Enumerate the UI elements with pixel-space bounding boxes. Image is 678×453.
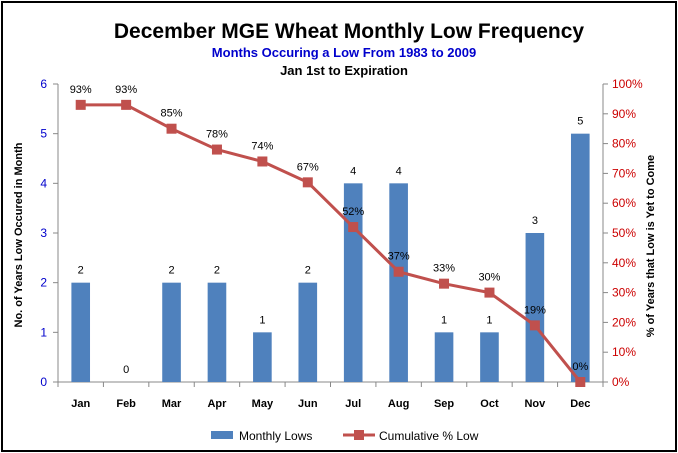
bar xyxy=(525,233,545,382)
line-data-label: 0% xyxy=(572,361,588,373)
bar-data-label: 2 xyxy=(305,265,311,277)
y2-tick-label: 70% xyxy=(612,166,636,180)
x-tick-label: Jan xyxy=(71,398,90,410)
line-marker xyxy=(257,156,268,167)
bar-data-label: 4 xyxy=(396,165,402,177)
y2-axis-title: % of Years that Low is Yet to Come xyxy=(645,155,657,337)
bar xyxy=(71,282,91,382)
bar xyxy=(207,282,227,382)
bar-data-label: 3 xyxy=(532,215,538,227)
bar xyxy=(253,332,272,382)
legend-swatch-marker xyxy=(354,430,364,440)
y2-tick-label: 0% xyxy=(612,375,630,389)
line-marker xyxy=(348,222,359,233)
x-tick-label: Nov xyxy=(524,398,546,410)
y2-tick-label: 30% xyxy=(612,286,636,300)
line-data-label: 30% xyxy=(478,272,500,284)
line-marker xyxy=(211,144,222,155)
line-data-label: 19% xyxy=(524,304,546,316)
x-tick-label: Oct xyxy=(480,398,499,410)
y2-tick-label: 10% xyxy=(612,345,636,359)
line-marker xyxy=(166,123,177,134)
line-data-label: 93% xyxy=(115,84,137,96)
y-tick-label: 4 xyxy=(40,176,47,190)
line-data-label: 78% xyxy=(206,129,228,141)
legend: Monthly Lows Cumulative % Low xyxy=(211,429,479,443)
bar-data-label: 5 xyxy=(577,116,583,128)
line-marker xyxy=(75,99,86,110)
chart-subtitle: Months Occuring a Low From 1983 to 2009 xyxy=(212,45,476,60)
bar xyxy=(570,133,590,382)
line-data-label: 93% xyxy=(70,84,92,96)
x-tick-label: Mar xyxy=(162,398,182,410)
y2-tick-label: 20% xyxy=(612,315,636,329)
bar xyxy=(162,282,181,382)
x-tick-label: Jun xyxy=(298,398,318,410)
x-tick-label: Feb xyxy=(116,398,136,410)
bar-data-label: 1 xyxy=(441,314,447,326)
y-axis-title: No. of Years Low Occured in Month xyxy=(13,142,25,327)
line-data-label: 33% xyxy=(433,263,455,275)
bar-data-label: 1 xyxy=(486,314,492,326)
line-marker xyxy=(484,287,495,298)
line-marker xyxy=(529,320,540,331)
chart-title: December MGE Wheat Monthly Low Frequency xyxy=(114,20,585,43)
bar-data-label: 1 xyxy=(259,314,265,326)
line-marker xyxy=(121,99,132,110)
line-data-label: 85% xyxy=(161,108,183,120)
line-data-label: 74% xyxy=(251,140,273,152)
y-tick-label: 6 xyxy=(40,77,47,91)
chart-subtitle-secondary: Jan 1st to Expiration xyxy=(280,63,408,78)
line-data-label: 37% xyxy=(388,251,410,263)
y-tick-label: 0 xyxy=(40,375,47,389)
y2-tick-label: 90% xyxy=(612,107,636,121)
chart: December MGE Wheat Monthly Low Frequency… xyxy=(13,20,657,443)
line-data-label: 67% xyxy=(297,161,319,173)
bar-data-label: 2 xyxy=(168,265,174,277)
x-tick-label: Sep xyxy=(434,398,454,410)
line-marker xyxy=(439,278,450,289)
line-marker xyxy=(302,177,313,188)
y-tick-label: 3 xyxy=(40,226,47,240)
legend-label-monthly-lows: Monthly Lows xyxy=(239,429,312,443)
line-marker xyxy=(393,266,404,277)
line-data-label: 52% xyxy=(342,206,364,218)
cumulative-line xyxy=(80,103,582,383)
x-tick-label: Jul xyxy=(345,398,361,410)
bar xyxy=(298,282,318,382)
line-marker xyxy=(575,377,586,387)
bar xyxy=(434,332,454,382)
legend-label-cumulative-low: Cumulative % Low xyxy=(379,429,479,443)
y-tick-label: 5 xyxy=(40,127,47,141)
x-tick-label: Apr xyxy=(207,398,227,410)
y2-tick-label: 50% xyxy=(612,226,636,240)
y-tick-label: 1 xyxy=(40,325,47,339)
y2-tick-label: 80% xyxy=(612,137,636,151)
y2-tick-label: 60% xyxy=(612,196,636,210)
y2-tick-label: 40% xyxy=(612,256,636,270)
bar-data-label: 2 xyxy=(78,265,84,277)
bar-data-label: 4 xyxy=(350,165,356,177)
legend-swatch-monthly-lows xyxy=(211,431,233,439)
bar xyxy=(389,183,408,382)
y-tick-label: 2 xyxy=(40,276,47,290)
x-tick-label: Dec xyxy=(570,398,590,410)
bar-data-label: 2 xyxy=(214,265,220,277)
bar-data-label: 0 xyxy=(123,364,129,376)
bar xyxy=(480,332,499,382)
plot-area: 01234560%10%20%30%40%50%60%70%80%90%100%… xyxy=(40,77,643,410)
y2-tick-label: 100% xyxy=(612,77,643,91)
x-tick-label: May xyxy=(252,398,274,410)
x-tick-label: Aug xyxy=(388,398,409,410)
